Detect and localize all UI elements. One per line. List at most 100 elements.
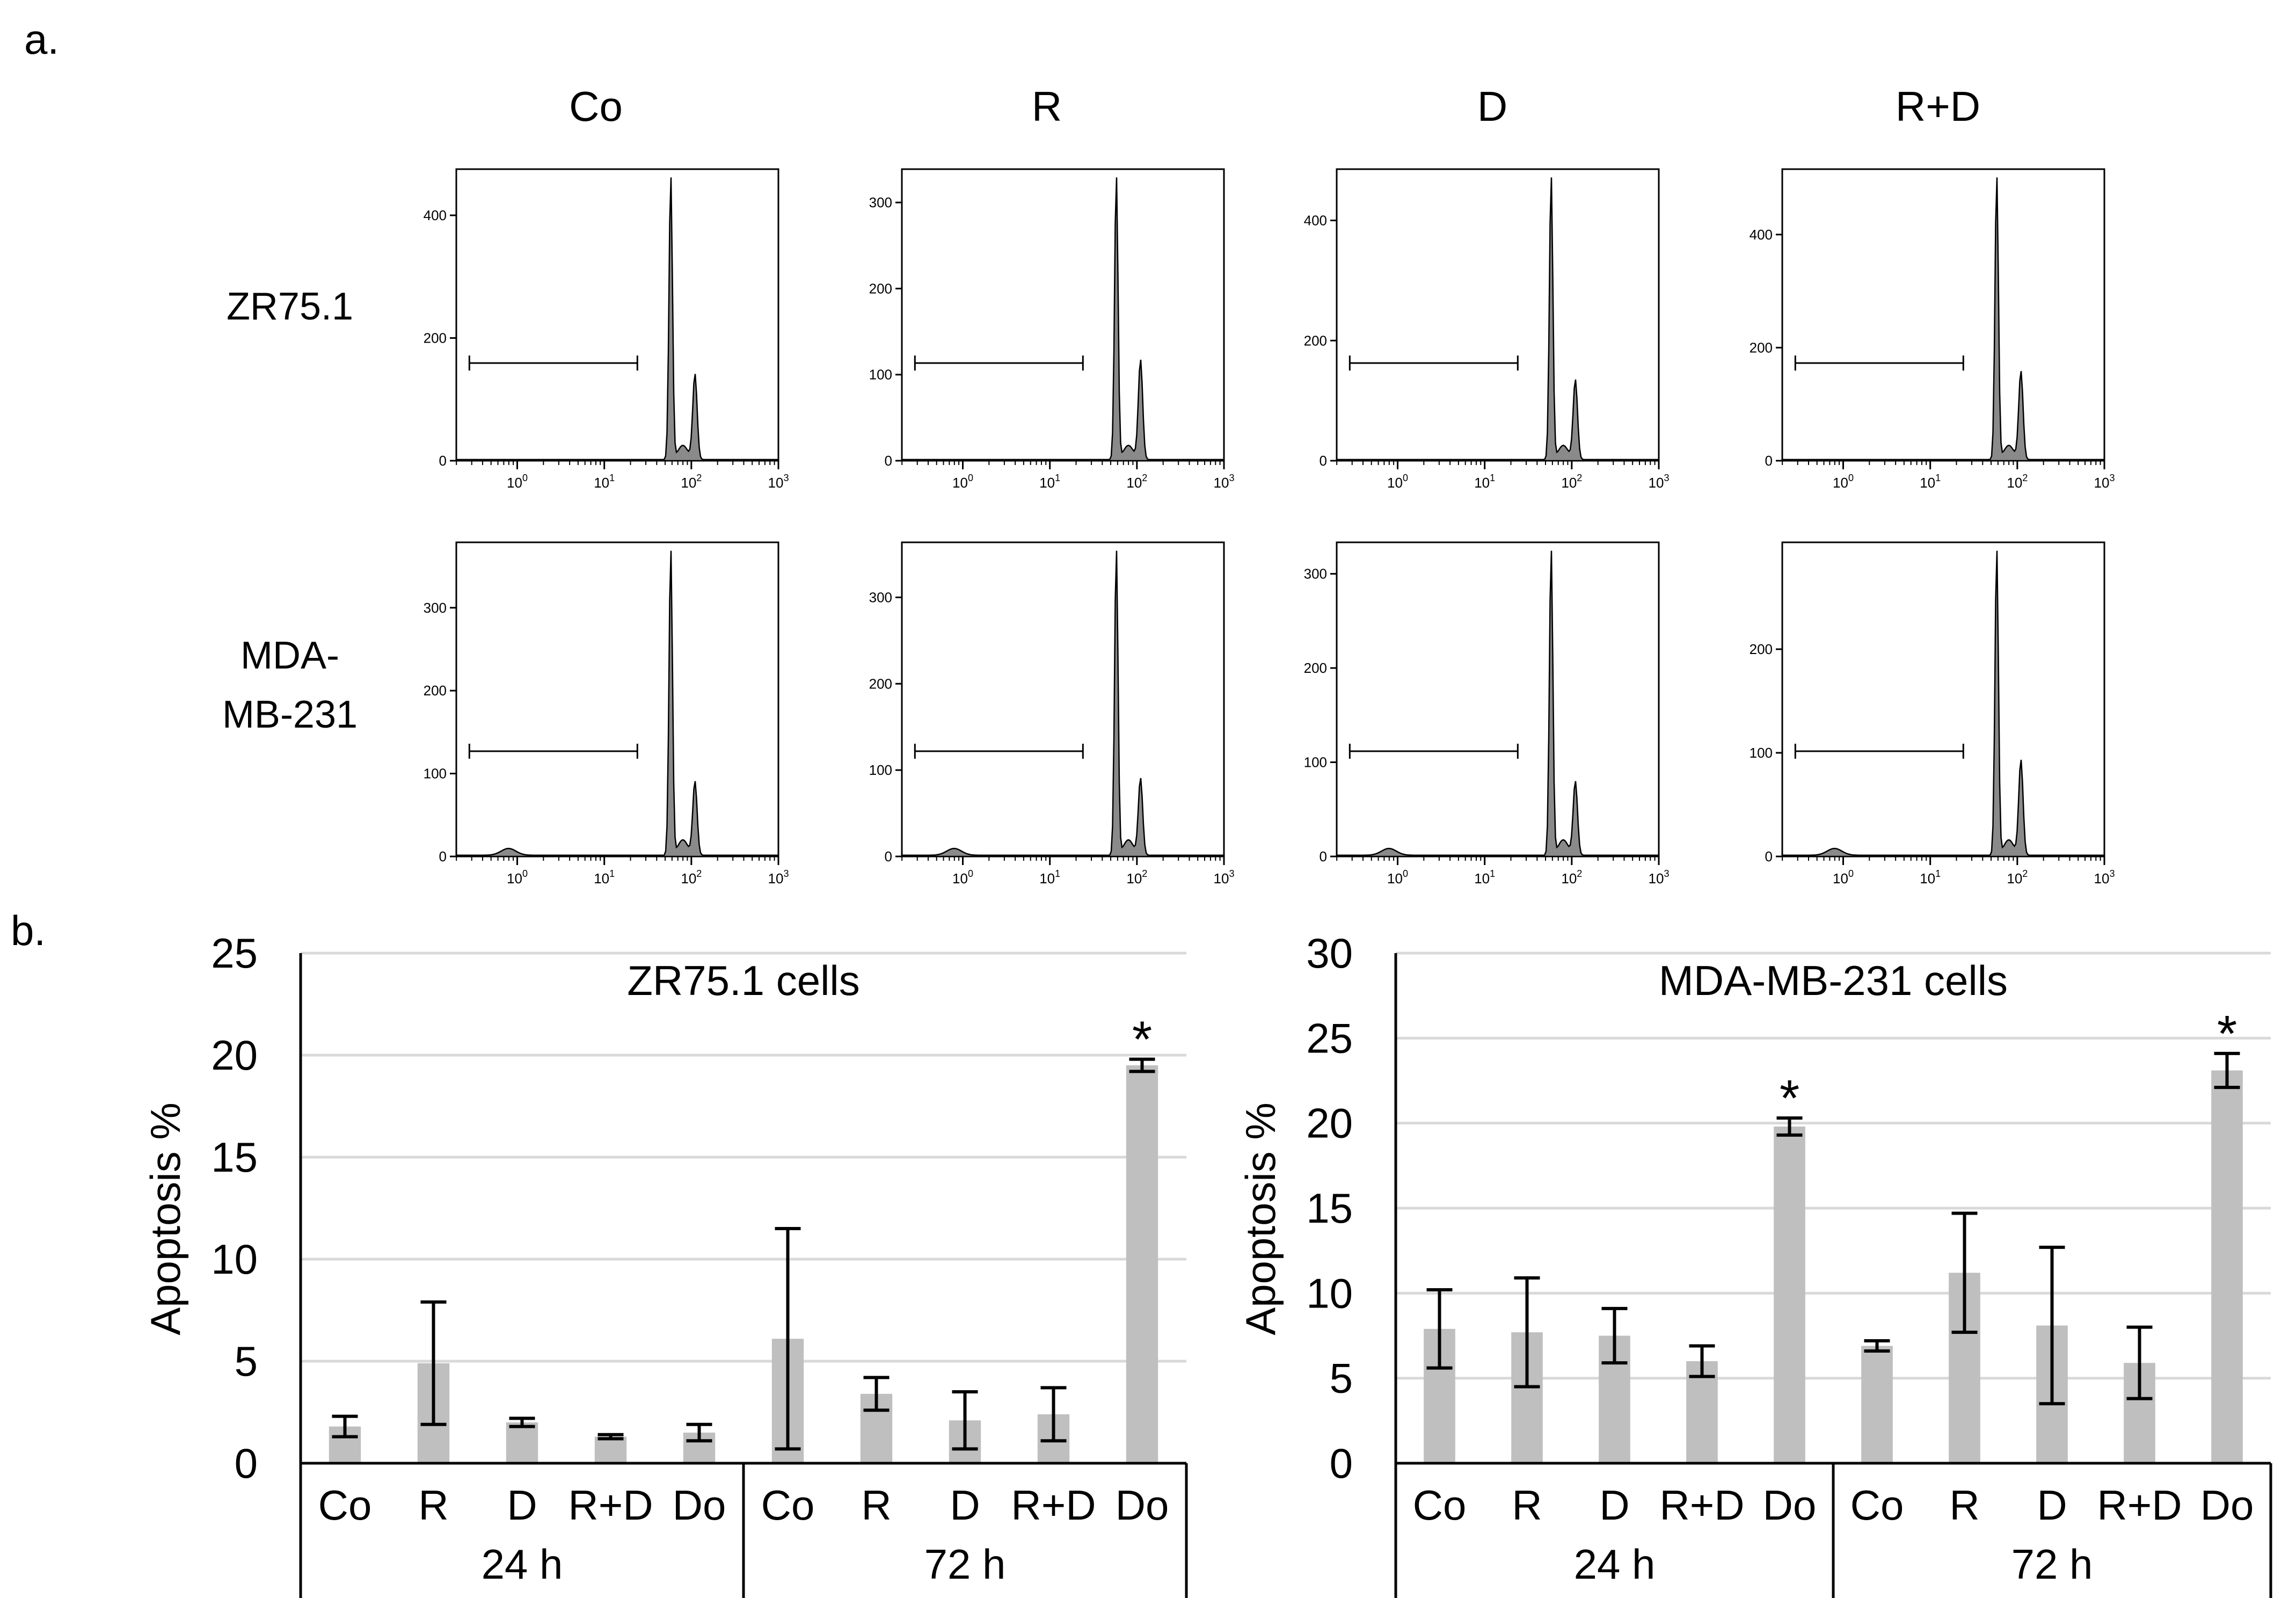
y-tick-label: 100: [869, 367, 892, 383]
x-tick-label: 102: [1561, 473, 1582, 491]
column-label-co: Co: [569, 83, 623, 130]
y-tick-label: 100: [424, 766, 447, 782]
y-tick-label: 0: [439, 848, 447, 865]
x-tick-base: 10: [1126, 870, 1142, 887]
x-tick-exponent: 0: [522, 473, 528, 483]
histogram-curve: [1336, 550, 1660, 858]
y-tick-label: 200: [1750, 339, 1773, 355]
x-tick-base: 10: [1387, 475, 1403, 491]
x-tick-base: 10: [1387, 870, 1403, 887]
x-tick-base: 10: [1561, 870, 1577, 887]
x-tick-exponent: 2: [1577, 473, 1582, 483]
chart-title: MDA-MB-231 cells: [1659, 957, 2008, 1004]
group-label: 72 h: [924, 1541, 1006, 1588]
x-tick-label: D: [2037, 1481, 2067, 1529]
x-tick-base: 10: [1039, 870, 1055, 887]
x-tick-base: 10: [1561, 475, 1577, 491]
x-tick-label: D: [950, 1481, 980, 1529]
column-label-rplusd: R+D: [1896, 83, 1980, 130]
x-tick-label: 103: [1649, 473, 1670, 491]
histogram-curve: [901, 177, 1225, 462]
x-tick-label: 101: [1474, 473, 1495, 491]
bar: [1774, 1127, 1805, 1463]
y-tick-label: 300: [1304, 566, 1327, 582]
y-tick-label: 0: [1765, 848, 1773, 865]
x-tick-label: D: [1599, 1481, 1629, 1529]
x-tick-base: 10: [1126, 475, 1142, 491]
x-tick-base: 10: [952, 475, 968, 491]
x-tick-label: 101: [594, 868, 615, 887]
significance-asterisk: *: [1780, 1070, 1799, 1127]
x-tick-label: 103: [768, 868, 789, 887]
x-tick-label: Co: [1413, 1481, 1467, 1529]
histogram-curve: [455, 550, 779, 858]
x-tick-label: 101: [1039, 473, 1060, 491]
x-tick-label: R: [861, 1481, 891, 1529]
x-tick-exponent: 3: [1664, 868, 1669, 879]
x-tick-label: 103: [1649, 868, 1670, 887]
x-tick-label: 102: [1126, 473, 1147, 491]
panel-b-bar-charts: 0 5 10 15 20 25 Apoptosis % ZR75.1 cells * Co R D R+…: [142, 929, 2272, 1598]
x-tick-exponent: 0: [522, 868, 528, 879]
row-label: MB-231: [222, 693, 358, 736]
x-tick-label: 100: [1387, 868, 1408, 887]
y-tick-label: 25: [211, 929, 258, 977]
bar: [1126, 1065, 1158, 1463]
x-tick-label: 103: [1214, 868, 1235, 887]
x-tick-exponent: 2: [1142, 473, 1147, 483]
x-tick-label: 101: [594, 473, 615, 491]
x-tick-exponent: 0: [968, 868, 973, 879]
bar: [1861, 1346, 1893, 1463]
histogram-curve: [1781, 550, 2105, 858]
x-tick-label: 101: [1920, 868, 1941, 887]
significance-asterisk: *: [2217, 1005, 2237, 1063]
x-tick-label: 102: [2007, 473, 2028, 491]
column-label-r: R: [1032, 83, 1062, 130]
x-tick-label: 100: [1833, 868, 1854, 887]
x-tick-label: R+D: [2097, 1481, 2182, 1529]
x-tick-base: 10: [1474, 870, 1490, 887]
y-tick-label: 400: [424, 207, 447, 223]
x-tick-label: 100: [1833, 473, 1854, 491]
bar: [1686, 1361, 1718, 1463]
x-tick-label: R: [1949, 1481, 1979, 1529]
x-tick-exponent: 3: [1229, 473, 1234, 483]
x-tick-exponent: 1: [609, 868, 615, 879]
y-tick-label: 0: [1330, 1440, 1353, 1487]
y-tick-label: 400: [1304, 213, 1327, 229]
x-tick-exponent: 3: [1229, 868, 1234, 879]
y-tick-label: 15: [1306, 1185, 1353, 1232]
y-tick-label: 0: [1765, 453, 1773, 469]
x-tick-base: 10: [1833, 475, 1848, 491]
x-tick-label: R: [418, 1481, 448, 1529]
x-tick-label: 103: [2094, 868, 2115, 887]
x-tick-label: 100: [507, 473, 528, 491]
x-tick-base: 10: [507, 870, 522, 887]
x-tick-label: 101: [1039, 868, 1060, 887]
y-tick-label: 100: [1304, 754, 1327, 771]
x-tick-base: 10: [681, 475, 696, 491]
histogram-curve: [901, 550, 1225, 858]
bars: **: [1424, 1005, 2243, 1463]
x-tick-base: 10: [1833, 870, 1848, 887]
x-tick-exponent: 0: [1403, 868, 1408, 879]
x-tick-label: 101: [1920, 473, 1941, 491]
x-tick-label: Co: [1850, 1481, 1904, 1529]
x-tick-base: 10: [2094, 475, 2110, 491]
x-tick-exponent: 3: [1664, 473, 1669, 483]
x-tick-base: 10: [1039, 475, 1055, 491]
x-tick-exponent: 1: [1490, 868, 1495, 879]
x-tick-label: R+D: [1659, 1481, 1744, 1529]
histogram-curve: [1336, 177, 1660, 462]
bars: *: [329, 1011, 1158, 1463]
x-tick-label: 103: [768, 473, 789, 491]
x-tick-exponent: 2: [1577, 868, 1582, 879]
x-tick-exponent: 2: [2022, 868, 2028, 879]
x-tick-label: Do: [673, 1481, 726, 1529]
x-tick-label: R+D: [568, 1481, 653, 1529]
